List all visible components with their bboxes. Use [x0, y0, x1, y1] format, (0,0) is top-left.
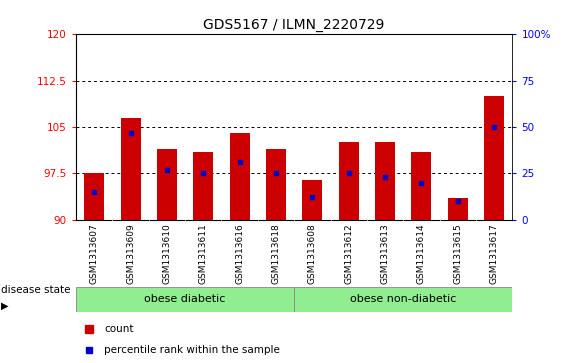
Bar: [157, 149, 177, 220]
Bar: [412, 152, 431, 220]
Text: GSM1313616: GSM1313616: [235, 223, 244, 284]
Bar: [76, 286, 294, 312]
Bar: [375, 143, 395, 220]
Bar: [484, 96, 504, 220]
Text: GSM1313614: GSM1313614: [417, 223, 426, 284]
Text: count: count: [104, 324, 134, 334]
Text: GSM1313615: GSM1313615: [453, 223, 462, 284]
Text: obese non-diabetic: obese non-diabetic: [350, 294, 457, 304]
Text: GSM1313609: GSM1313609: [126, 223, 135, 284]
Text: GSM1313611: GSM1313611: [199, 223, 208, 284]
Bar: [302, 180, 323, 220]
Text: GSM1313608: GSM1313608: [308, 223, 317, 284]
Bar: [193, 152, 213, 220]
Text: GSM1313613: GSM1313613: [381, 223, 390, 284]
Title: GDS5167 / ILMN_2220729: GDS5167 / ILMN_2220729: [203, 18, 385, 32]
Text: GSM1313617: GSM1313617: [490, 223, 499, 284]
Text: GSM1313618: GSM1313618: [271, 223, 280, 284]
Text: GSM1313610: GSM1313610: [162, 223, 171, 284]
Text: obese diabetic: obese diabetic: [144, 294, 226, 304]
Bar: [120, 118, 141, 220]
Bar: [339, 143, 359, 220]
Bar: [294, 286, 512, 312]
Text: GSM1313607: GSM1313607: [90, 223, 99, 284]
Bar: [448, 198, 468, 220]
Text: ▶: ▶: [1, 301, 8, 311]
Bar: [84, 174, 104, 220]
Text: percentile rank within the sample: percentile rank within the sample: [104, 345, 280, 355]
Bar: [266, 149, 286, 220]
Bar: [230, 133, 249, 220]
Text: disease state: disease state: [1, 285, 70, 295]
Text: GSM1313612: GSM1313612: [344, 223, 353, 284]
